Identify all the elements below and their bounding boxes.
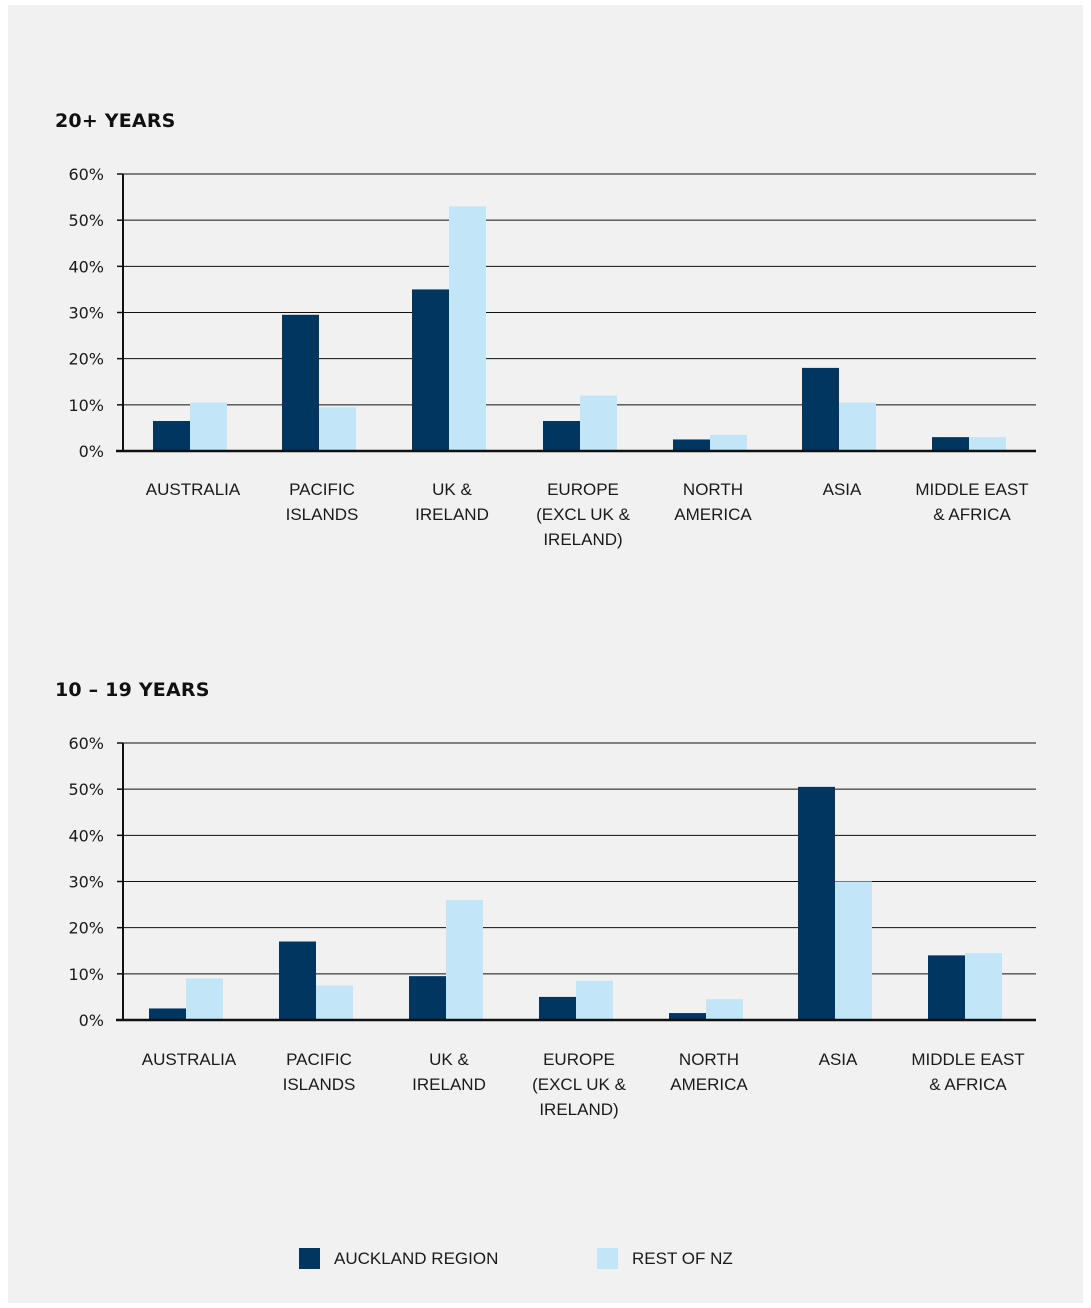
chart-1-category-label: ASIA (823, 480, 862, 499)
chart-1-y-tick-label: 60% (68, 165, 104, 184)
chart-1-y-tick-label: 40% (68, 257, 104, 276)
chart-1-category-label: AUSTRALIA (146, 480, 241, 499)
chart-2-category-label: IRELAND (412, 1075, 486, 1094)
chart-1-title: 20+ YEARS (55, 110, 176, 132)
chart-2-y-tick-label: 50% (68, 780, 104, 799)
chart-2-bar-rest-of-nz (965, 953, 1002, 1020)
chart-1-y-tick-label: 0% (79, 442, 104, 461)
legend: AUCKLAND REGION REST OF NZ (0, 1248, 1091, 1272)
chart-1-bar-rest-of-nz (449, 206, 486, 451)
chart-2-bar-rest-of-nz (186, 978, 223, 1020)
chart-2-y-tick-label: 60% (68, 734, 104, 753)
legend-swatch-auckland (299, 1248, 320, 1269)
chart-1-category-label: IRELAND) (543, 530, 622, 549)
chart-2-bar-auckland (539, 996, 576, 1020)
chart-2-title: 10 – 19 YEARS (55, 679, 210, 701)
chart-2-category-label: AUSTRALIA (142, 1050, 237, 1069)
legend-label-rest-of-nz: REST OF NZ (632, 1248, 733, 1268)
chart-2-bar-auckland (798, 786, 835, 1020)
chart-2-category-label: ISLANDS (283, 1075, 356, 1094)
chart-1-bar-rest-of-nz (969, 437, 1006, 451)
chart-2-bar-rest-of-nz (576, 980, 613, 1020)
chart-1-bar-rest-of-nz (319, 407, 356, 451)
legend-label-auckland: AUCKLAND REGION (334, 1248, 499, 1268)
chart-1-category-label: UK & (432, 480, 472, 499)
chart-2-category-label: MIDDLE EAST (911, 1050, 1024, 1069)
chart-2-y-tick-label: 10% (68, 965, 104, 984)
chart-2-bar-rest-of-nz (446, 899, 483, 1020)
chart-2-category-label: UK & (429, 1050, 469, 1069)
chart-1-category-label: (EXCL UK & (536, 505, 631, 524)
chart-2-y-tick-label: 20% (68, 919, 104, 938)
chart-2-bar-auckland (149, 1008, 186, 1020)
chart-2-category-label: NORTH (679, 1050, 739, 1069)
chart-2-bar-auckland (409, 976, 446, 1020)
chart-1-bar-auckland (412, 289, 449, 451)
chart-1-bar-rest-of-nz (710, 434, 747, 451)
legend-swatch-rest-of-nz (597, 1248, 618, 1269)
chart-1-category-label: PACIFIC (289, 480, 355, 499)
chart-2-category-label: ASIA (819, 1050, 858, 1069)
chart-2-y-tick-label: 0% (79, 1011, 104, 1030)
chart-2-category-label: AMERICA (670, 1075, 748, 1094)
chart-1-category-label: AMERICA (674, 505, 752, 524)
chart-1-bar-auckland (543, 420, 580, 451)
chart-2-bar-auckland (279, 941, 316, 1020)
chart-1-y-tick-label: 30% (68, 304, 104, 323)
chart-1-category-label: ISLANDS (286, 505, 359, 524)
chart-2-bar-auckland (669, 1013, 706, 1020)
chart-1-category-label: NORTH (683, 480, 743, 499)
chart-1-bar-auckland (282, 314, 319, 451)
chart-2-category-label: EUROPE (543, 1050, 615, 1069)
chart-1-y-tick-label: 20% (68, 350, 104, 369)
chart-2-category-label: & AFRICA (929, 1075, 1007, 1094)
chart-1-bar-auckland (673, 439, 710, 451)
chart-2-category-label: IRELAND) (539, 1100, 618, 1119)
chart-2-y-tick-label: 30% (68, 873, 104, 892)
chart-1-bar-auckland (932, 437, 969, 451)
chart-1-bar-rest-of-nz (190, 402, 227, 451)
chart-1-category-label: EUROPE (547, 480, 619, 499)
chart-1-bar-rest-of-nz (839, 402, 876, 451)
chart-1-bar-rest-of-nz (580, 395, 617, 451)
chart-2-bar-rest-of-nz (835, 881, 872, 1020)
chart-1-category-label: MIDDLE EAST (915, 480, 1028, 499)
chart-2-category-label: (EXCL UK & (532, 1075, 627, 1094)
chart-1-category-label: & AFRICA (933, 505, 1011, 524)
chart-2-category-label: PACIFIC (286, 1050, 352, 1069)
chart-1-category-label: IRELAND (415, 505, 489, 524)
chart-1-y-tick-label: 10% (68, 396, 104, 415)
chart-2-y-tick-label: 40% (68, 826, 104, 845)
chart-1-bar-auckland (802, 367, 839, 451)
chart-2-bar-auckland (928, 955, 965, 1020)
chart-1-y-tick-label: 50% (68, 211, 104, 230)
legend-item-auckland: AUCKLAND REGION (299, 1248, 498, 1269)
figure-panel (8, 5, 1083, 1303)
legend-item-rest-of-nz: REST OF NZ (597, 1248, 733, 1269)
chart-1-bar-auckland (153, 420, 190, 451)
chart-2-bar-rest-of-nz (706, 999, 743, 1020)
chart-2-bar-rest-of-nz (316, 985, 353, 1020)
